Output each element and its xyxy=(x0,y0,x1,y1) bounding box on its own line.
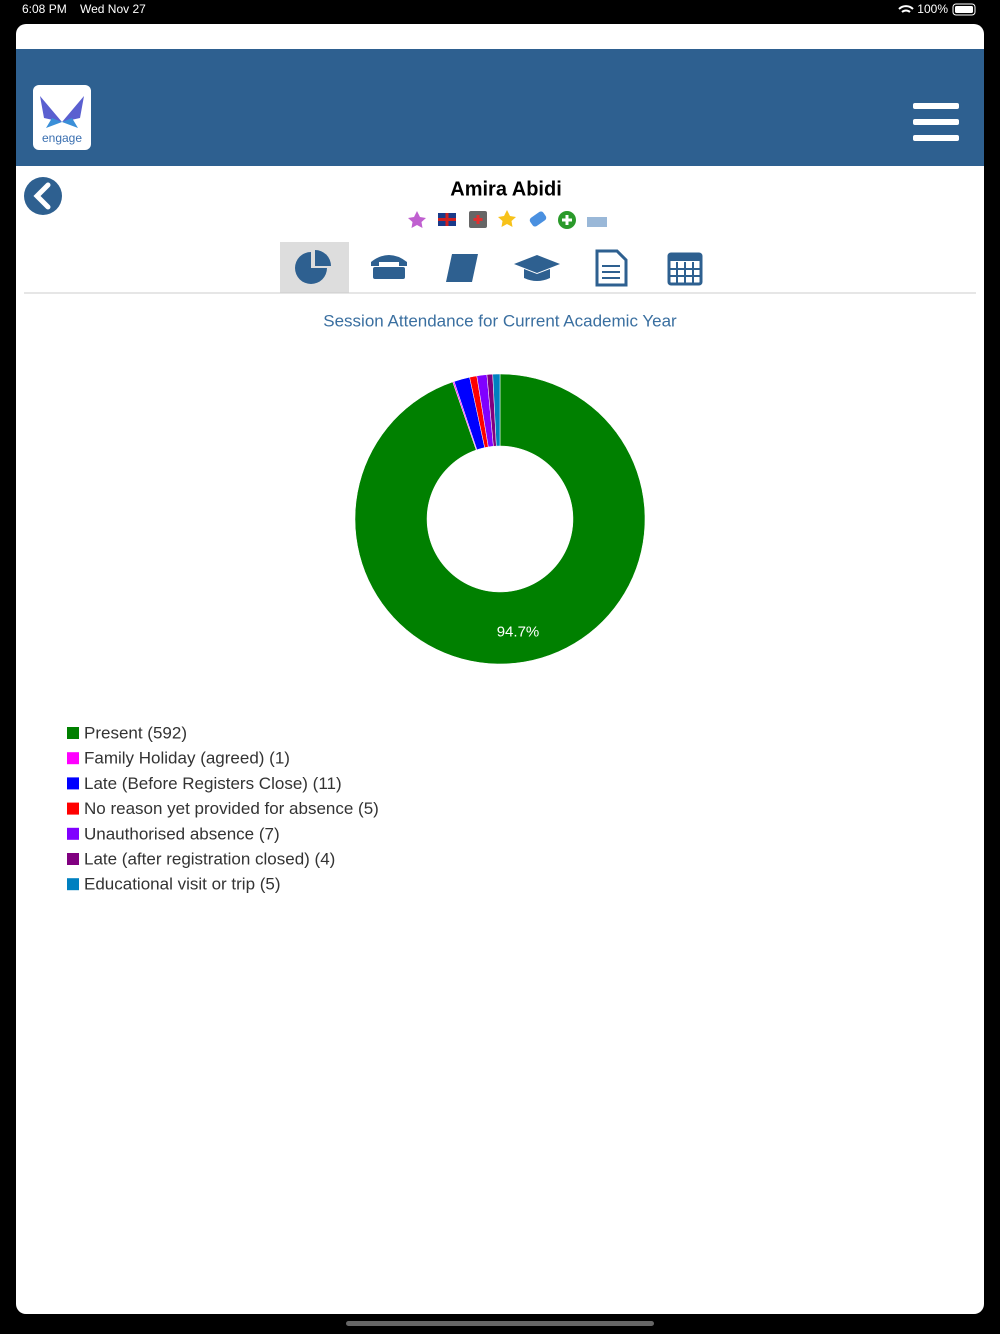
legend-swatch xyxy=(67,752,79,765)
data-label: 94.7% xyxy=(497,623,540,640)
app-header xyxy=(16,49,984,166)
legend-label: Family Holiday (agreed) (1) xyxy=(84,749,290,768)
legend-label: Late (Before Registers Close) (11) xyxy=(84,774,342,793)
student-flags xyxy=(408,210,607,229)
logo[interactable]: engage xyxy=(33,85,91,150)
back-button[interactable] xyxy=(24,177,62,215)
tab-bar xyxy=(295,249,703,287)
legend-label: Educational visit or trip (5) xyxy=(84,875,281,894)
tab-reports[interactable] xyxy=(595,249,628,287)
student-name: Amira Abidi xyxy=(450,178,562,200)
status-battery: 100% xyxy=(917,2,948,16)
pie-slice xyxy=(492,373,501,447)
legend-swatch xyxy=(67,853,79,865)
pie-slice xyxy=(354,373,646,665)
legend-swatch xyxy=(67,727,79,739)
status-date: Wed Nov 27 xyxy=(80,2,146,16)
tab-calendar[interactable] xyxy=(667,252,703,286)
legend-label: No reason yet provided for absence (5) xyxy=(84,799,379,818)
app-window xyxy=(16,24,984,1314)
chart-title: Session Attendance for Current Academic … xyxy=(323,311,677,330)
battery-icon xyxy=(952,3,976,16)
tab-contacts[interactable] xyxy=(371,255,407,279)
legend-swatch xyxy=(67,802,79,815)
menu-button[interactable] xyxy=(913,103,959,141)
wifi-icon xyxy=(898,5,914,13)
tab-active-bg xyxy=(280,242,349,293)
home-indicator xyxy=(346,1321,654,1326)
legend-swatch xyxy=(67,777,79,790)
tab-attendance[interactable] xyxy=(295,250,331,284)
tab-homework[interactable] xyxy=(446,254,478,282)
legend-swatch xyxy=(67,827,79,840)
legend-label: Late (after registration closed) (4) xyxy=(84,849,335,868)
legend-label: Unauthorised absence (7) xyxy=(84,824,280,843)
legend-label: Present (592) xyxy=(84,723,187,742)
legend-swatch xyxy=(67,878,79,891)
logo-text: engage xyxy=(42,131,82,145)
tab-grades[interactable] xyxy=(514,255,560,281)
status-time: 6:08 PM xyxy=(22,2,67,16)
chart: 94.7% Present (592) Family Holiday (agreed… xyxy=(67,373,646,894)
